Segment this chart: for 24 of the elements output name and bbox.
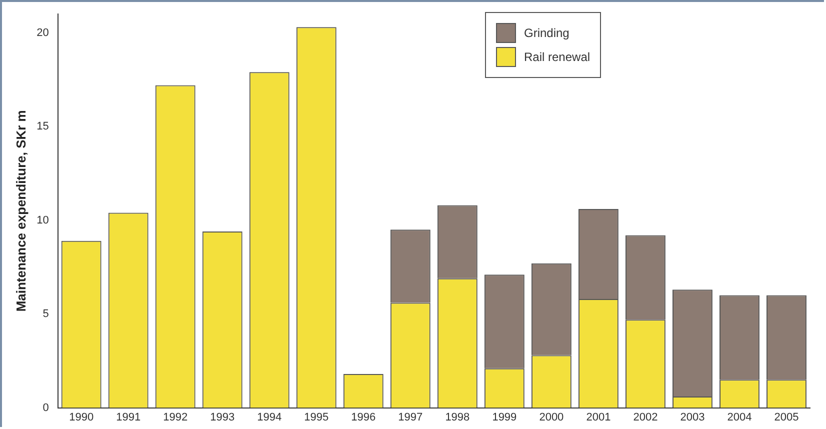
x-tick-label: 1996 [351, 411, 376, 424]
x-tick-label: 1994 [257, 411, 282, 424]
x-tick-label: 1995 [304, 411, 329, 424]
x-tick-label: 2001 [586, 411, 611, 424]
x-tick-label: 2002 [633, 411, 658, 424]
x-tick-label: 1999 [492, 411, 517, 424]
y-tick-label: 0 [42, 402, 49, 414]
x-tick-label: 2003 [680, 411, 705, 424]
y-tick-label: 20 [36, 26, 49, 39]
y-tick-label: 15 [36, 120, 49, 133]
y-tick-label: 10 [36, 214, 49, 226]
x-tick-label: 1991 [116, 411, 141, 424]
y-axis-title: Maintenance expenditure, SKr m [13, 110, 28, 312]
legend-label: Rail renewal [524, 50, 590, 64]
x-tick-label: 2004 [727, 411, 752, 424]
x-tick-label: 2000 [539, 411, 564, 424]
x-tick-label: 1993 [210, 411, 235, 424]
x-tick-label: 2005 [774, 411, 799, 424]
legend-label: Grinding [524, 26, 570, 40]
x-tick-label: 1992 [163, 411, 188, 424]
x-tick-label: 1997 [398, 411, 423, 424]
y-tick-label: 5 [42, 308, 49, 320]
x-tick-label: 1990 [69, 411, 94, 424]
x-tick-label: 1998 [445, 411, 470, 424]
